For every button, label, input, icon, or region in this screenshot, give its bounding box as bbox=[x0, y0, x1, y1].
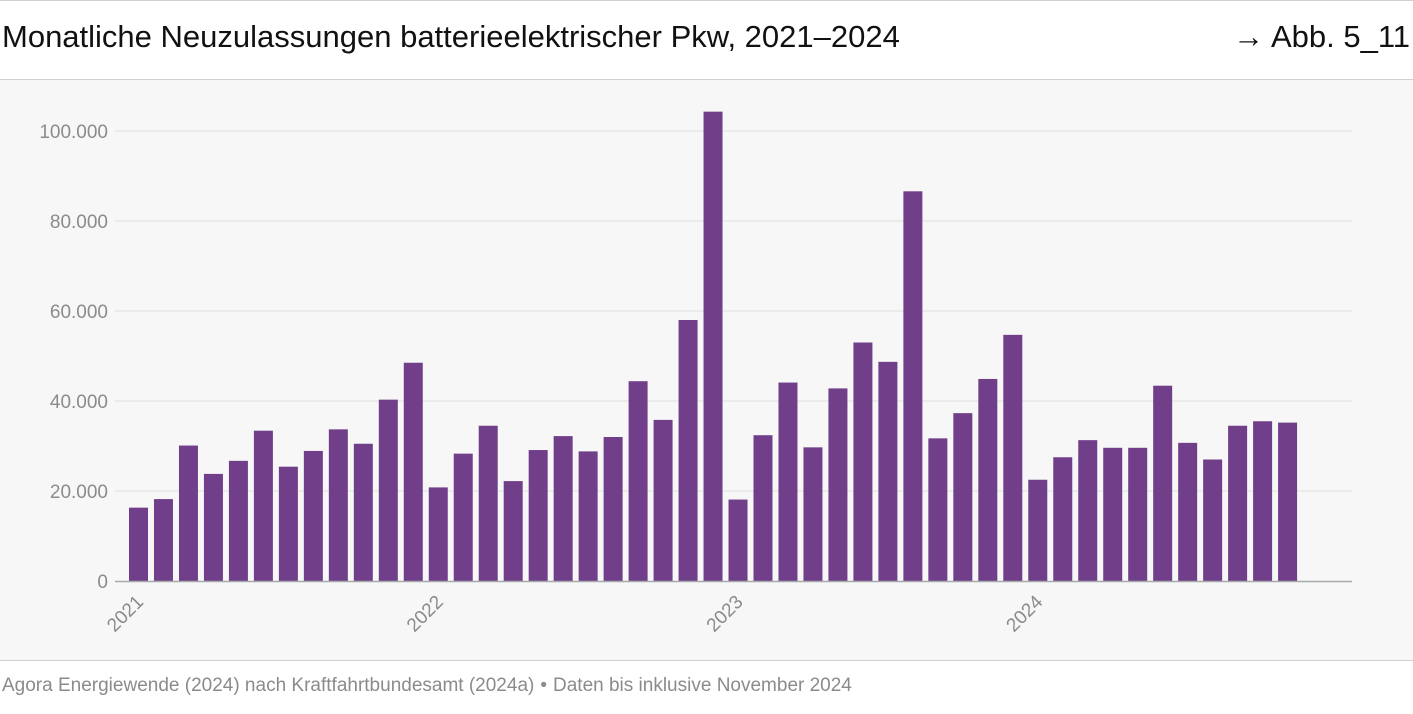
bar bbox=[1003, 334, 1023, 581]
y-tick-label: 40.000 bbox=[50, 392, 108, 413]
bar bbox=[853, 342, 873, 581]
bar bbox=[728, 499, 748, 581]
bar bbox=[353, 443, 373, 581]
chart-title: Monatliche Neuzulassungen batterieelektr… bbox=[2, 19, 900, 54]
bar bbox=[1053, 457, 1073, 581]
x-tick-label: 2021 bbox=[103, 592, 148, 637]
bar bbox=[678, 320, 698, 581]
bar bbox=[253, 430, 273, 581]
bar bbox=[503, 481, 523, 581]
bar bbox=[403, 362, 423, 581]
bar bbox=[153, 499, 173, 581]
bar bbox=[278, 466, 298, 581]
y-tick-label: 20.000 bbox=[50, 482, 108, 503]
bar bbox=[953, 413, 973, 581]
x-tick-label: 2023 bbox=[703, 592, 748, 637]
bar-chart: 0 20.000 40.000 60.000 80.000 100.000 2021 2022… bbox=[39, 111, 1352, 637]
bar bbox=[478, 425, 498, 581]
bar bbox=[1153, 385, 1173, 581]
bar bbox=[878, 361, 898, 581]
bar bbox=[1178, 442, 1198, 581]
bar bbox=[1128, 447, 1148, 581]
y-tick-label: 60.000 bbox=[50, 302, 108, 323]
bar bbox=[703, 111, 723, 582]
bar bbox=[903, 191, 923, 582]
bar bbox=[303, 450, 323, 581]
separator-dot: • bbox=[540, 675, 547, 696]
chart-area: 0 20.000 40.000 60.000 80.000 100.000 2021 2022… bbox=[0, 80, 1413, 660]
y-tick-label: 80.000 bbox=[50, 212, 108, 233]
bar bbox=[428, 487, 448, 581]
bar bbox=[978, 378, 998, 581]
source-note: Agora Energiewende (2024) nach Kraftfahr… bbox=[2, 675, 852, 697]
bar bbox=[628, 381, 648, 581]
bar bbox=[203, 473, 223, 581]
bar bbox=[129, 507, 148, 581]
bar bbox=[328, 429, 348, 581]
bar bbox=[1028, 479, 1048, 581]
figure-reference-link[interactable]: → Abb. 5_11 bbox=[1233, 19, 1410, 54]
bar bbox=[1228, 425, 1248, 581]
footer-rule bbox=[0, 660, 1413, 661]
bar bbox=[778, 382, 798, 581]
source-text: Agora Energiewende (2024) nach Kraftfahr… bbox=[2, 675, 535, 696]
x-tick-label: 2024 bbox=[1003, 591, 1048, 636]
bar bbox=[803, 447, 823, 581]
bar bbox=[603, 437, 623, 581]
bar bbox=[828, 388, 848, 581]
data-note: Daten bis inklusive November 2024 bbox=[553, 675, 852, 696]
bar bbox=[1278, 422, 1298, 581]
bar bbox=[753, 435, 773, 581]
y-tick-label: 0 bbox=[97, 572, 108, 593]
x-tick-label: 2022 bbox=[403, 592, 448, 637]
bar bbox=[178, 445, 198, 581]
bar bbox=[1203, 459, 1223, 581]
figure-header: Monatliche Neuzulassungen batterieelektr… bbox=[0, 1, 1413, 79]
bar bbox=[553, 436, 573, 581]
bar bbox=[1078, 440, 1098, 581]
top-rule bbox=[0, 0, 1413, 1]
bar bbox=[1103, 447, 1123, 581]
bar bbox=[453, 453, 473, 581]
header-rule bbox=[0, 79, 1413, 80]
bar bbox=[1253, 421, 1273, 581]
y-tick-label: 100.000 bbox=[39, 122, 108, 143]
bar bbox=[228, 460, 248, 581]
bar bbox=[378, 399, 398, 581]
bar bbox=[578, 451, 598, 581]
bar bbox=[653, 419, 673, 581]
bar bbox=[528, 450, 548, 581]
bar bbox=[928, 438, 948, 581]
